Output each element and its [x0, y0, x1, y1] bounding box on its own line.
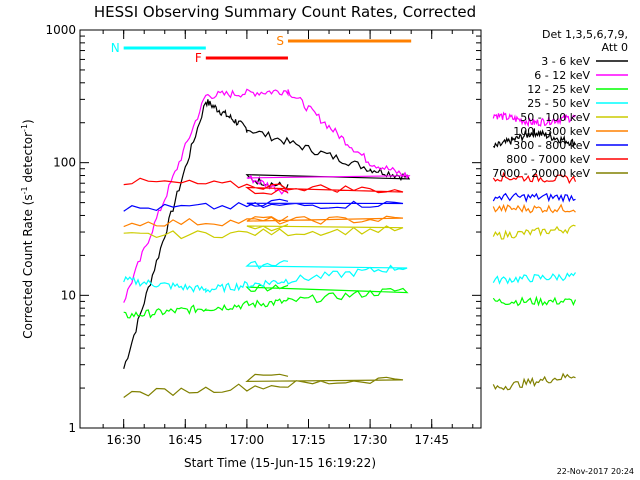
series-line-6-segment-0 — [123, 198, 404, 212]
series-line-0-segment-0 — [123, 99, 411, 369]
series-line-6-segment-1 — [492, 192, 576, 203]
series-line-4-segment-0 — [123, 223, 404, 240]
x-tick-label: 17:30 — [353, 433, 388, 447]
plot-frame — [79, 29, 482, 429]
legend-label-8: 7000 - 20000 keV — [492, 167, 590, 180]
legend-label-2: 12 - 25 keV — [527, 83, 590, 96]
series-line-3-segment-1 — [492, 272, 576, 285]
footer-date: 22-Nov-2017 20:24 — [557, 467, 634, 476]
plot-area: F N S — [111, 34, 577, 398]
series-line-5-segment-1 — [492, 203, 576, 214]
x-tick-label: 17:00 — [230, 433, 265, 447]
chart-title: HESSI Observing Summary Count Rates, Cor… — [94, 3, 476, 21]
flag-label-S: S — [276, 34, 284, 48]
y-tick-label: 1000 — [45, 23, 76, 37]
series-line-4-segment-1 — [492, 224, 576, 240]
series-line-1-segment-0 — [123, 88, 411, 303]
series-line-1-segment-1 — [492, 111, 576, 128]
series-line-7-segment-0 — [123, 177, 404, 195]
legend-label-3: 25 - 50 keV — [527, 97, 590, 110]
x-tick-label: 17:45 — [414, 433, 449, 447]
series-line-8-segment-0 — [123, 373, 404, 398]
legend-label-4: 50 - 100 keV — [520, 111, 590, 124]
series-line-2-segment-0 — [123, 284, 409, 319]
legend-label-1: 6 - 12 keV — [534, 69, 590, 82]
y-tick-label: 100 — [53, 156, 76, 170]
legend-label-0: 3 - 6 keV — [541, 55, 590, 68]
series-line-2-segment-1 — [492, 295, 577, 307]
x-tick-label: 16:45 — [168, 433, 203, 447]
legend-label-5: 100 - 300 keV — [513, 125, 590, 138]
legend-header-line2: Att 0 — [602, 41, 628, 54]
legend-label-7: 800 - 7000 keV — [506, 153, 590, 166]
series-line-5-segment-0 — [123, 215, 404, 228]
flag-label-N: N — [111, 41, 120, 55]
y-tick-label: 1 — [68, 421, 76, 435]
legend-header-line1: Det 1,3,5,6,7,9, — [542, 28, 628, 41]
x-tick-label: 16:30 — [106, 433, 141, 447]
x-axis-label: Start Time (15-Jun-15 16:19:22) — [184, 456, 376, 470]
series-line-0-segment-1 — [492, 128, 577, 149]
y-tick-label: 10 — [61, 288, 76, 302]
x-axis: 16:30 16:45 17:00 17:15 17:30 17:45 — [102, 30, 474, 447]
legend-label-6: 300 - 800 keV — [513, 139, 590, 152]
y-axis: 1 10 100 1000 — [45, 23, 481, 435]
x-tick-label: 17:15 — [291, 433, 326, 447]
y-axis-label: Corrected Count Rate (s-1 detector-1) — [20, 119, 35, 338]
series-line-8-segment-1 — [492, 372, 576, 391]
flag-label-F: F — [195, 51, 202, 65]
series-line-3-segment-0 — [123, 260, 408, 294]
series-line-7-segment-1 — [492, 171, 577, 185]
